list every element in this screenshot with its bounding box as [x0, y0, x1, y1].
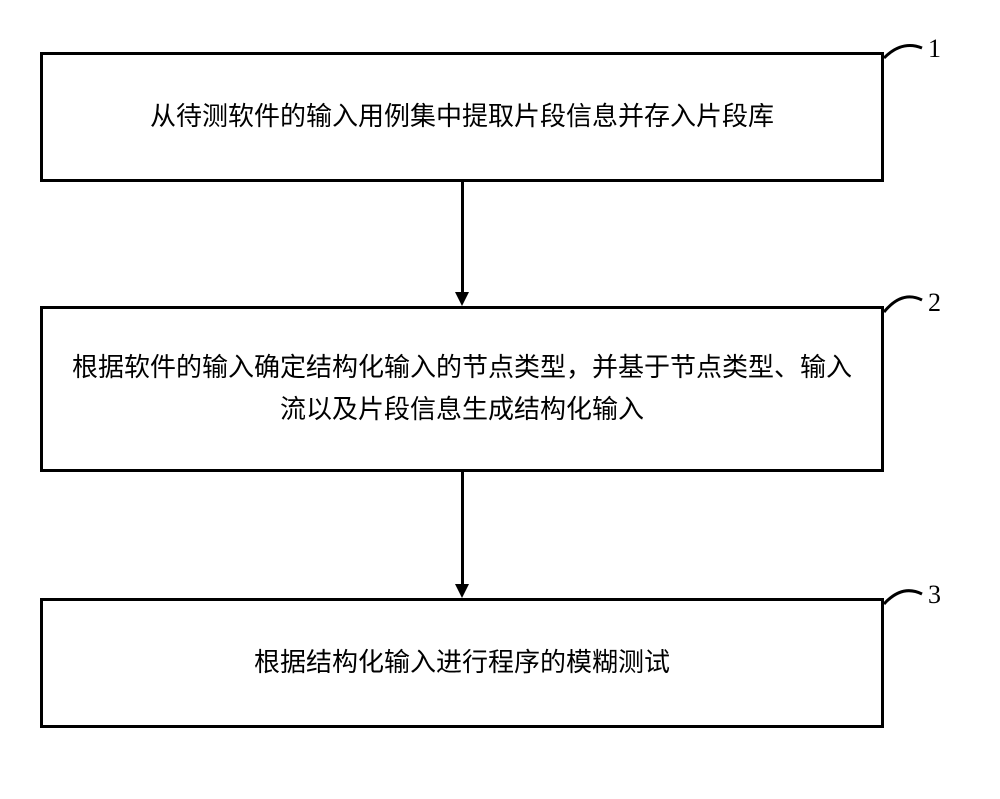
callout-curve	[880, 286, 926, 316]
flow-arrow-line	[461, 472, 464, 584]
flow-node-text: 根据软件的输入确定结构化输入的节点类型，并基于节点类型、输入流以及片段信息生成结…	[67, 347, 857, 430]
callout-curve	[880, 36, 926, 62]
node-label: 1	[928, 34, 941, 64]
flow-arrow-head	[455, 584, 469, 598]
callout-curve	[880, 580, 926, 608]
flow-node-n2: 根据软件的输入确定结构化输入的节点类型，并基于节点类型、输入流以及片段信息生成结…	[40, 306, 884, 472]
flow-node-n3: 根据结构化输入进行程序的模糊测试	[40, 598, 884, 728]
flowchart-canvas: 从待测软件的输入用例集中提取片段信息并存入片段库 1 根据软件的输入确定结构化输入的…	[0, 0, 1000, 799]
flow-arrow-line	[461, 182, 464, 292]
flow-arrow-head	[455, 292, 469, 306]
flow-node-text: 根据结构化输入进行程序的模糊测试	[254, 642, 670, 684]
node-label: 2	[928, 288, 941, 318]
node-label: 3	[928, 580, 941, 610]
flow-node-n1: 从待测软件的输入用例集中提取片段信息并存入片段库	[40, 52, 884, 182]
flow-node-text: 从待测软件的输入用例集中提取片段信息并存入片段库	[150, 96, 774, 138]
